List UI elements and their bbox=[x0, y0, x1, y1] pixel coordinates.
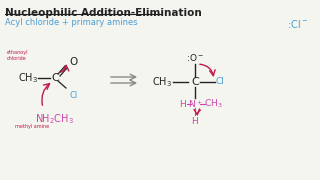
Text: C: C bbox=[191, 77, 199, 87]
Text: H: H bbox=[180, 100, 186, 109]
Text: C: C bbox=[51, 73, 59, 83]
Text: methyl amine: methyl amine bbox=[15, 124, 49, 129]
Text: :O$^-$: :O$^-$ bbox=[186, 52, 204, 63]
Text: Cl: Cl bbox=[69, 91, 77, 100]
Text: Nucleophilic Addition-Elimination: Nucleophilic Addition-Elimination bbox=[5, 8, 202, 18]
Text: Acyl chloride + primary amines: Acyl chloride + primary amines bbox=[5, 18, 138, 27]
Text: O: O bbox=[69, 57, 77, 67]
Text: H: H bbox=[192, 117, 198, 126]
Text: N$^+$: N$^+$ bbox=[188, 98, 202, 110]
Text: Cl: Cl bbox=[216, 76, 225, 86]
Text: :Cl$^-$: :Cl$^-$ bbox=[287, 18, 308, 30]
Text: CH$_3$: CH$_3$ bbox=[18, 71, 38, 85]
Text: ethanoyl
chloride: ethanoyl chloride bbox=[7, 50, 28, 61]
Text: CH$_3$: CH$_3$ bbox=[152, 75, 172, 89]
Text: CH$_3$: CH$_3$ bbox=[204, 98, 222, 110]
Text: NH$_2$CH$_3$: NH$_2$CH$_3$ bbox=[35, 112, 74, 126]
